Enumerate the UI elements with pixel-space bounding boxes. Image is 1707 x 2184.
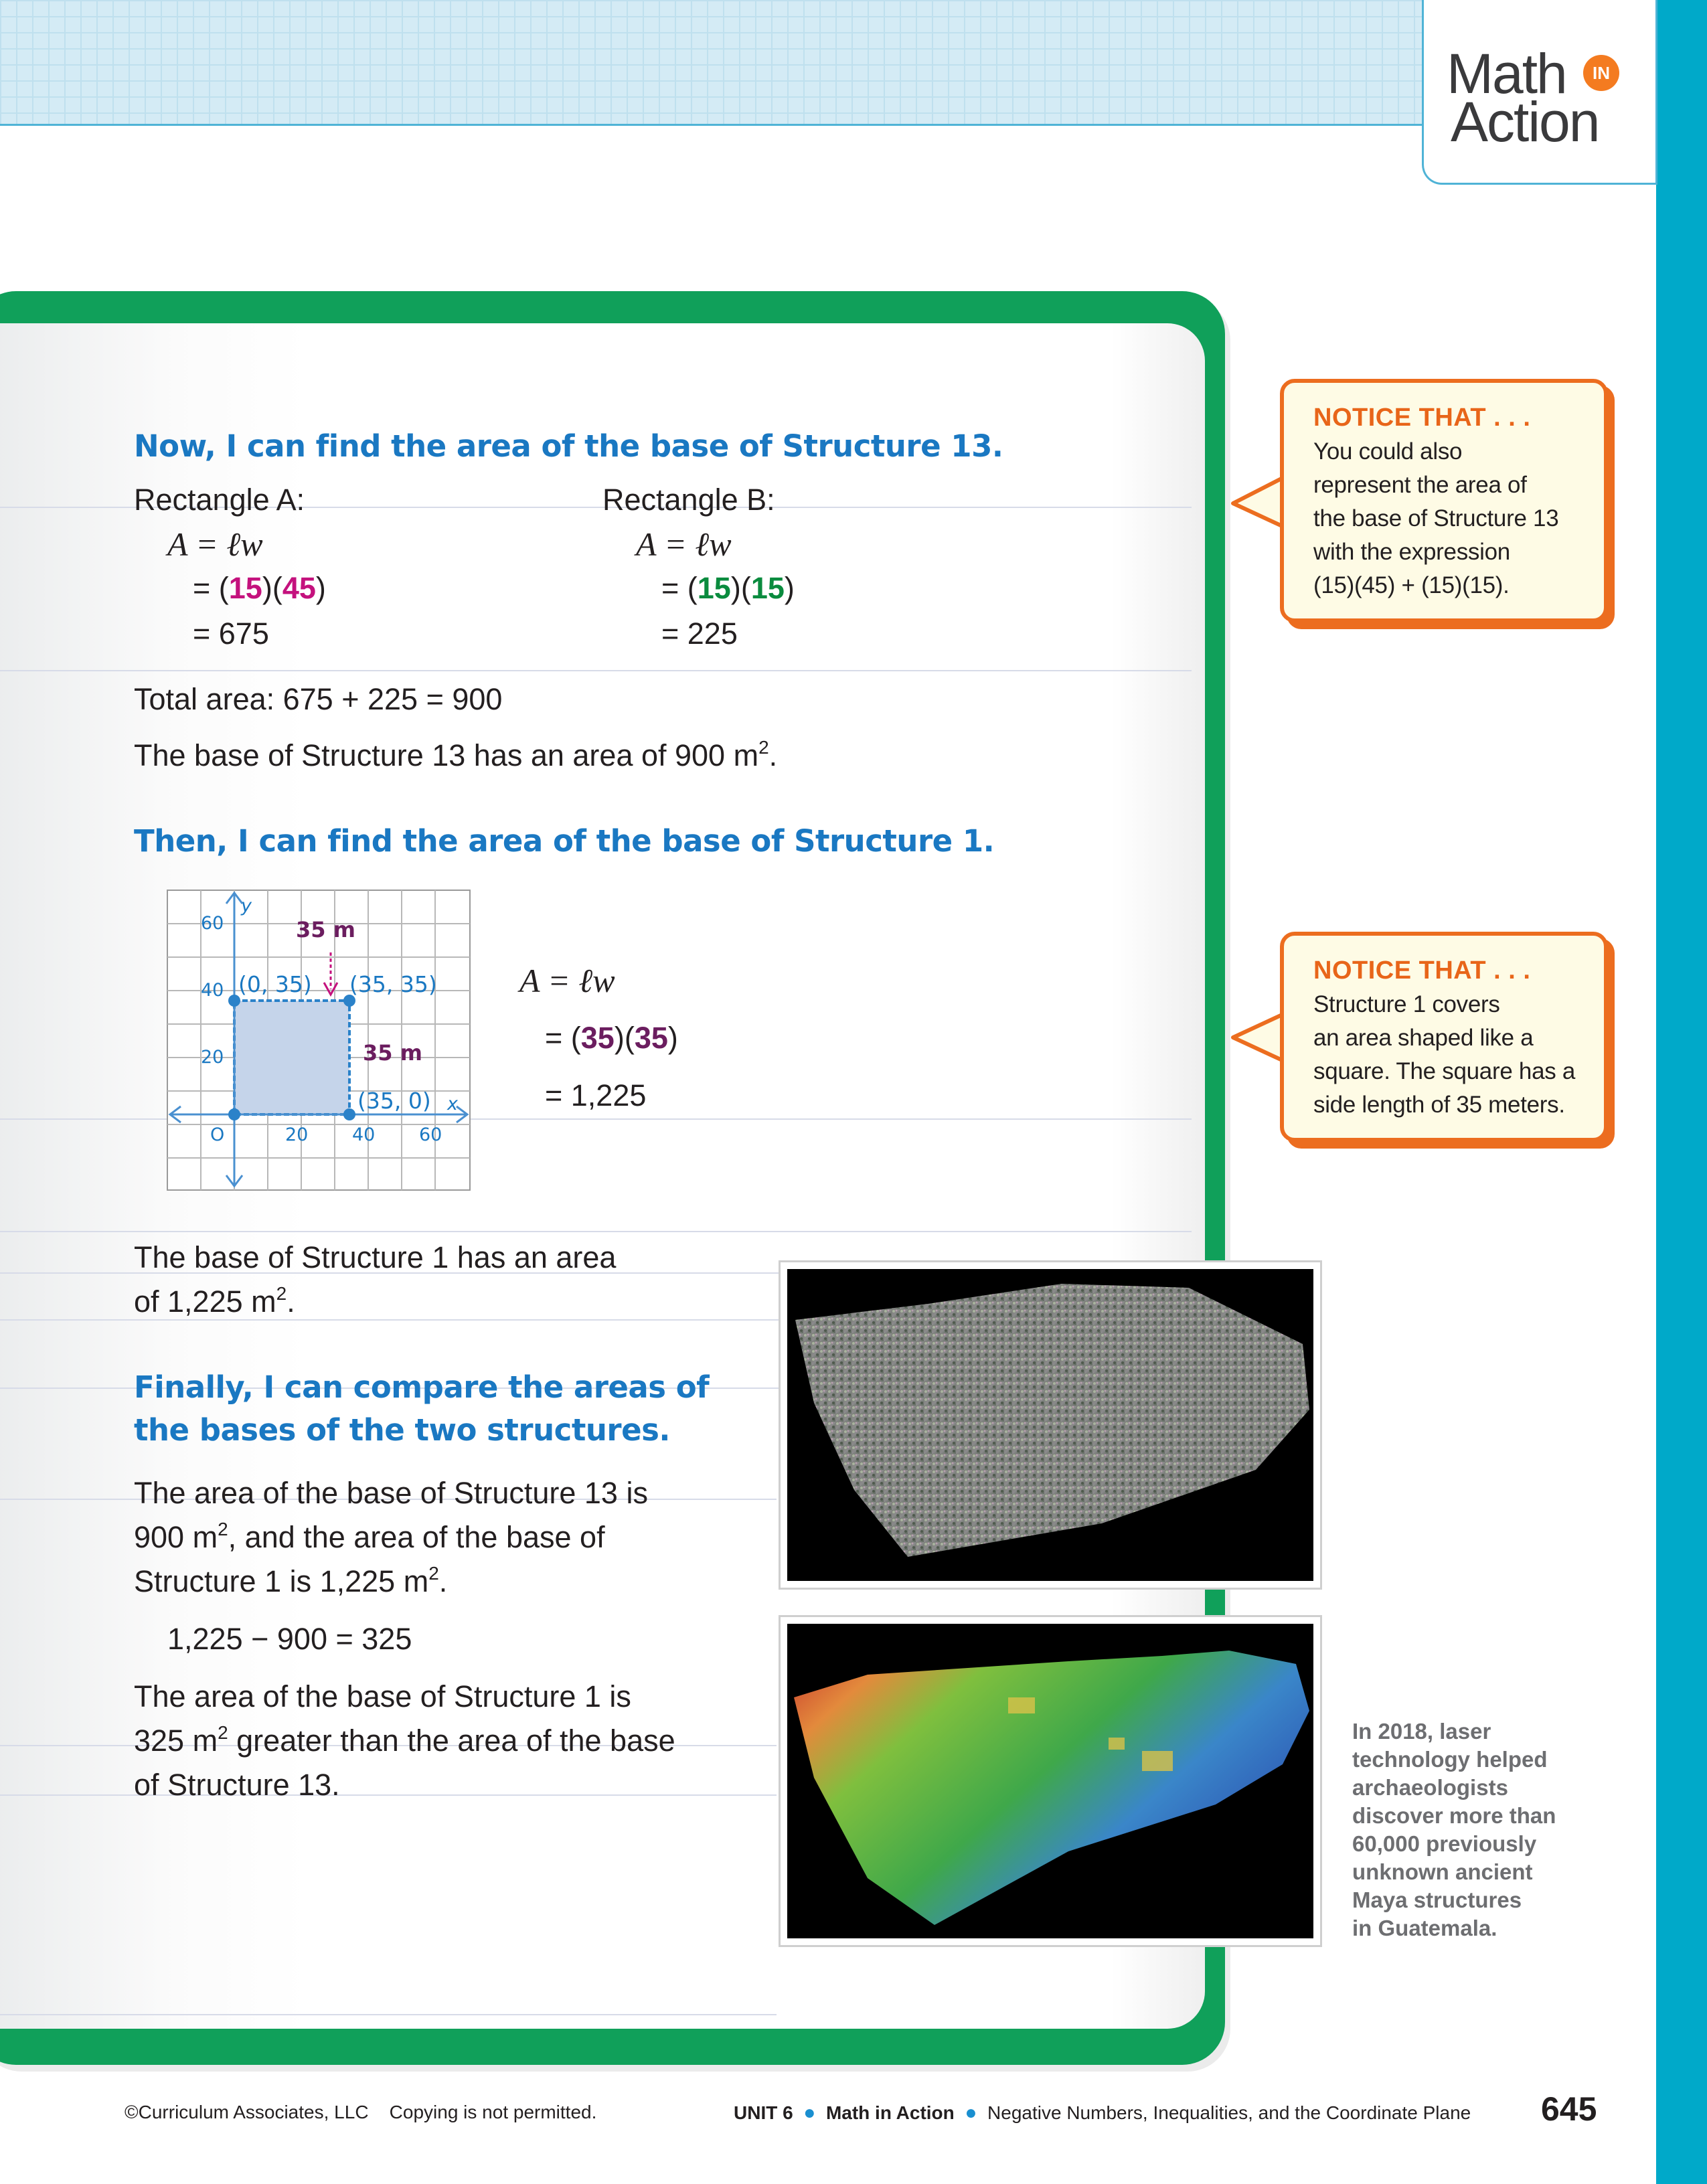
compare-paragraph-1-line2: 900 m2, and the area of the base of — [134, 1519, 605, 1555]
right-side-length-label: 35 m — [363, 1040, 422, 1066]
x-tick-40: 40 — [352, 1124, 375, 1145]
ruled-line — [0, 1388, 1192, 1389]
compare-paragraph-2-line1: The area of the base of Structure 1 is — [134, 1679, 631, 1713]
structure-1-formula: A = ℓw — [519, 962, 615, 999]
origin-label: O — [210, 1124, 224, 1145]
logo-in-badge: IN — [1583, 55, 1619, 91]
ruled-line — [0, 1231, 1192, 1232]
ruled-line — [0, 1272, 1192, 1274]
heading-structure-1: Then, I can find the area of the base of… — [134, 823, 995, 859]
caption-line: In 2018, laser — [1352, 1719, 1491, 1744]
compare-paragraph-1-line1: The area of the base of Structure 13 is — [134, 1476, 648, 1510]
photo-caption: In 2018, laser technology helped archaeo… — [1352, 1717, 1620, 1942]
y-tick-20: 20 — [201, 1047, 224, 1068]
y-tick-60: 60 — [201, 913, 224, 934]
ruled-line — [0, 507, 1192, 508]
notice-that-callout-2: NOTICE THAT . . . Structure 1 covers an … — [1280, 932, 1608, 1142]
logo-action-text: Action — [1451, 90, 1600, 153]
caption-line: archaeologists — [1352, 1775, 1508, 1800]
y-tick-40: 40 — [201, 980, 224, 1001]
page-number: 645 — [1541, 2090, 1597, 2128]
forest-canopy-image — [795, 1284, 1309, 1557]
structure-1-conclusion-line1: The base of Structure 1 has an area — [134, 1240, 617, 1274]
callout-2-line: an area shaped like a — [1313, 1025, 1534, 1051]
callout-1-line: (15)(45) + (15)(15). — [1313, 572, 1510, 598]
ruled-line — [0, 1118, 1192, 1120]
rectangle-a-label: Rectangle A: — [134, 483, 305, 517]
x-tick-20: 20 — [285, 1124, 308, 1145]
y-axis-label: y — [240, 896, 252, 916]
point-label-0-35: (0, 35) — [238, 971, 312, 997]
point-label-35-0: (35, 0) — [357, 1088, 431, 1114]
caption-line: discover more than — [1352, 1803, 1556, 1828]
ruled-line — [0, 670, 1192, 671]
ruled-line — [0, 1319, 1192, 1321]
logo-math-text: Math — [1447, 42, 1568, 105]
heading-structure-13: Now, I can find the area of the base of … — [134, 428, 1003, 464]
rectangle-b-formula: A = ℓw — [636, 525, 732, 563]
axis-arrowheads — [168, 891, 469, 1188]
footer-unit-info: UNIT 6 ● Math in Action ● Negative Numbe… — [734, 2102, 1471, 2124]
ruled-line — [0, 2014, 777, 2015]
callout-2-title: NOTICE THAT . . . — [1313, 956, 1531, 985]
forest-canopy-photo — [781, 1262, 1320, 1588]
page-edge-bar — [1656, 0, 1707, 2184]
caption-line: 60,000 previously — [1352, 1831, 1537, 1856]
caption-line: technology helped — [1352, 1747, 1548, 1772]
callout-1-line: the base of Structure 13 — [1313, 505, 1559, 531]
callout-2-pointer — [1231, 1010, 1288, 1065]
caption-line: Maya structures — [1352, 1887, 1522, 1912]
lidar-terrain-photo — [781, 1617, 1320, 1945]
callout-2-line: square. The square has a — [1313, 1058, 1576, 1084]
callout-2-line: Structure 1 covers — [1313, 991, 1500, 1017]
total-area-text: Total area: 675 + 225 = 900 — [134, 682, 503, 716]
heading-compare-line2: the bases of the two structures. — [134, 1412, 670, 1448]
caption-line: unknown ancient — [1352, 1859, 1533, 1884]
structure-1-result: = 1,225 — [545, 1078, 647, 1112]
ruled-line — [0, 1745, 777, 1746]
rectangle-a-formula: A = ℓw — [167, 525, 263, 563]
rectangle-b-result: = 225 — [661, 616, 738, 651]
point-0-35 — [228, 995, 240, 1007]
compare-paragraph-2-line2: 325 m2 greater than the area of the base — [134, 1722, 675, 1758]
structure-1-square — [233, 999, 351, 1116]
rectangle-a-result: = 675 — [193, 616, 269, 651]
coordinate-graph: y x 60 40 20 O 20 40 60 (0, 35) (35, 35)… — [167, 890, 471, 1191]
callout-1-line: represent the area of — [1313, 472, 1527, 498]
point-origin — [228, 1108, 240, 1120]
ruled-line — [0, 1499, 777, 1500]
rectangle-a-substitution: = (15)(45) — [193, 571, 326, 605]
callout-2-line: side length of 35 meters. — [1313, 1092, 1565, 1118]
x-tick-60: 60 — [419, 1124, 442, 1145]
math-in-action-logo: Math IN Action — [1422, 0, 1657, 185]
rectangle-b-label: Rectangle B: — [602, 483, 775, 517]
structure-1-conclusion-line2: of 1,225 m2. — [134, 1283, 295, 1319]
caption-line: in Guatemala. — [1352, 1916, 1497, 1940]
x-axis-label: x — [446, 1094, 459, 1114]
callout-1-pointer — [1231, 473, 1288, 531]
point-35-35 — [343, 995, 355, 1007]
compare-paragraph-2-line3: of Structure 13. — [134, 1768, 340, 1802]
callout-1-line: You could also — [1313, 438, 1463, 465]
point-35-0 — [343, 1108, 355, 1120]
lidar-terrain-image — [794, 1651, 1309, 1925]
footer-copyright: ©Curriculum Associates, LLC Copying is n… — [125, 2102, 597, 2122]
top-side-length-label: 35 m — [296, 917, 355, 942]
notice-that-callout-1: NOTICE THAT . . . You could also represe… — [1280, 379, 1608, 622]
difference-calculation: 1,225 − 900 = 325 — [167, 1622, 412, 1656]
callout-1-title: NOTICE THAT . . . — [1313, 404, 1531, 432]
side-pointer-arrow — [323, 982, 339, 997]
ruled-line — [0, 1794, 777, 1796]
rectangle-b-substitution: = (15)(15) — [661, 571, 795, 605]
structure-13-conclusion: The base of Structure 13 has an area of … — [134, 737, 778, 773]
structure-1-substitution: = (35)(35) — [545, 1021, 678, 1055]
compare-paragraph-1-line3: Structure 1 is 1,225 m2. — [134, 1563, 448, 1599]
heading-compare-line1: Finally, I can compare the areas of — [134, 1369, 710, 1405]
callout-1-line: with the expression — [1313, 539, 1510, 565]
header-grid-band — [0, 0, 1422, 126]
point-label-35-35: (35, 35) — [349, 971, 437, 997]
